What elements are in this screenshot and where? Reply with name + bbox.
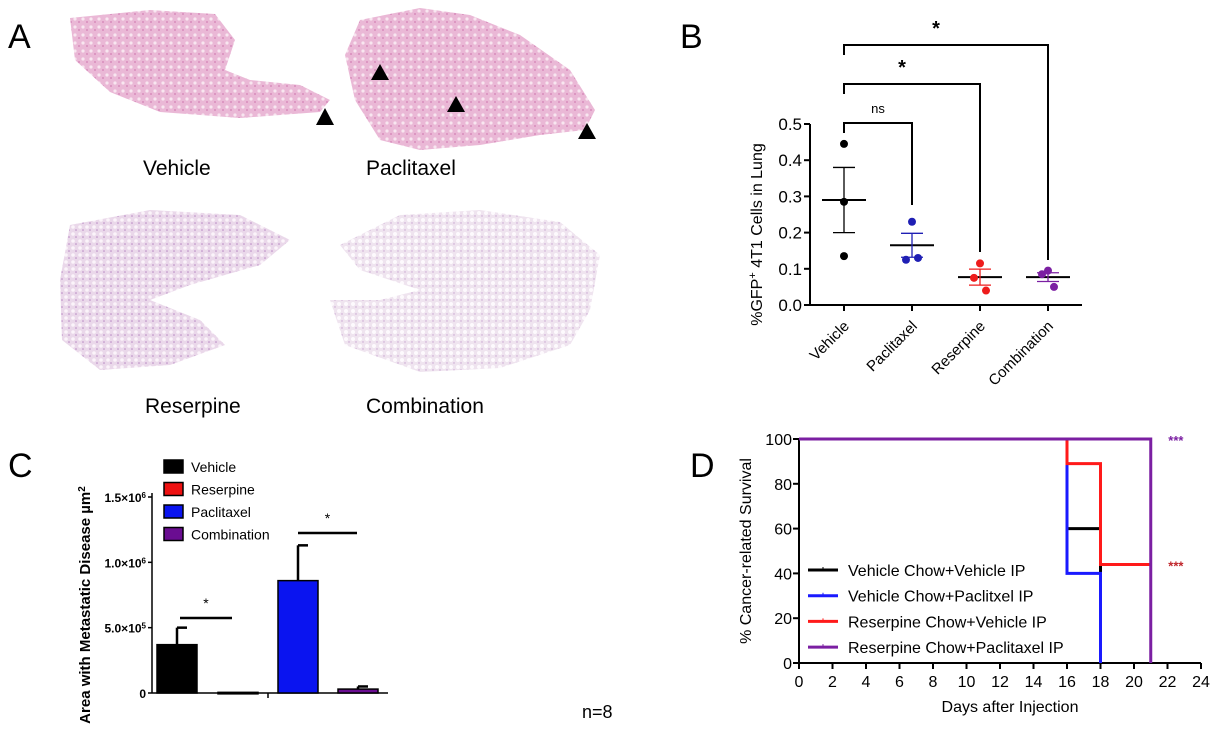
survival-line (799, 437, 1151, 566)
x-tick-label: 18 (1092, 674, 1110, 691)
data-point (840, 197, 848, 206)
x-tick-label: 12 (991, 674, 1009, 691)
y-tick-label: 0.3 (778, 187, 802, 206)
significance-label: *** (1168, 558, 1184, 573)
y-tick-label: 40 (774, 566, 792, 583)
x-tick-label: 2 (828, 674, 837, 691)
y-tick-label: 20 (774, 611, 792, 628)
y-tick-label: 60 (774, 522, 792, 539)
data-point (1050, 282, 1058, 291)
x-tick-label: 10 (958, 674, 976, 691)
significance-label: ns (871, 101, 885, 116)
bar-vehicle (156, 643, 198, 694)
y-tick-label: 0.0 (778, 296, 802, 315)
survival-line (799, 437, 1153, 663)
x-tick-label: 6 (895, 674, 904, 691)
x-tick-label: 4 (862, 674, 871, 691)
data-point (840, 252, 848, 261)
arrowhead-icons (316, 64, 596, 139)
significance-label: * (898, 57, 906, 79)
data-point (1044, 266, 1052, 275)
significance-bracket (843, 122, 913, 205)
data-point (908, 217, 916, 226)
lung-section-combination (330, 210, 600, 372)
significance-label: *** (1168, 433, 1184, 448)
bar-reserpine (217, 691, 259, 695)
legend-label: Vehicle Chow+Paclitxel IP (848, 589, 1033, 606)
legend-label: Reserpine Chow+Paclitaxel IP (848, 640, 1064, 657)
y-tick-label: 100 (765, 432, 792, 449)
arrowhead-icon (578, 123, 596, 139)
data-point (914, 253, 922, 262)
legend-label: Vehicle Chow+Vehicle IP (848, 563, 1025, 580)
y-tick-label: 5.0×105 (105, 621, 147, 636)
legend-swatch (163, 526, 184, 542)
x-tick-label: 8 (929, 674, 938, 691)
image-label-reserpine: Reserpine (145, 395, 241, 418)
data-point (976, 259, 984, 268)
panel-label-d: D (690, 447, 715, 485)
y-axis-label: %GFP+ 4T1 Cells in Lung (747, 143, 766, 326)
y-axis-label: Area with Metastatic Disease µm2 (77, 486, 95, 724)
y-tick-label: 0.5 (778, 115, 802, 134)
data-point (982, 286, 990, 295)
image-label-combination: Combination (366, 395, 484, 418)
y-tick-label: 0.1 (778, 260, 802, 279)
significance-bracket (843, 83, 981, 252)
x-axis-label: Days after Injection (942, 699, 1079, 716)
legend-label: Reserpine (191, 482, 255, 498)
x-tick-label: 22 (1159, 674, 1177, 691)
x-tick-label: 24 (1192, 674, 1210, 691)
y-tick-label: 1.5×106 (105, 491, 147, 506)
y-tick-label: 0 (139, 687, 146, 701)
legend-label: Reserpine Chow+Vehicle IP (848, 614, 1047, 631)
y-tick-label: 0 (783, 656, 792, 673)
data-point (902, 255, 910, 264)
bar-paclitaxel (277, 579, 319, 694)
legend-swatch (163, 481, 184, 497)
lung-section-vehicle (70, 10, 330, 118)
image-label-paclitaxel: Paclitaxel (366, 157, 456, 180)
arrowhead-icon (447, 96, 465, 112)
data-point (970, 273, 978, 282)
panel-label-a: A (8, 18, 31, 56)
significance-label: * (203, 595, 209, 611)
legend-swatch (163, 459, 184, 474)
data-point (840, 139, 848, 148)
legend-swatch (163, 504, 184, 519)
significance-label: * (932, 18, 940, 40)
panel-label-b: B (680, 18, 703, 56)
legend-label: Combination (191, 527, 270, 543)
arrowhead-icon (316, 108, 334, 125)
x-tick-label: 0 (795, 674, 804, 691)
y-tick-label: 80 (774, 477, 792, 494)
y-tick-label: 0.4 (778, 151, 802, 170)
panel-label-c: C (8, 447, 33, 485)
significance-bracket (843, 44, 1049, 260)
x-tick-label: 20 (1125, 674, 1143, 691)
legend-label: Vehicle (191, 459, 236, 475)
x-tick-label: 16 (1058, 674, 1076, 691)
significance-label: * (325, 510, 331, 526)
x-tick-label: 14 (1025, 674, 1043, 691)
y-axis-label: % Cancer-related Survival (738, 458, 755, 644)
y-tick-label: 1.0×106 (105, 556, 147, 571)
arrowhead-icon (371, 64, 389, 80)
sample-size-note: n=8 (582, 702, 613, 722)
lung-section-paclitaxel (345, 8, 595, 150)
bar-combination (337, 688, 379, 694)
lung-section-reserpine (60, 210, 290, 370)
legend-label: Paclitaxel (191, 504, 251, 520)
data-point (1038, 270, 1046, 279)
image-label-vehicle: Vehicle (143, 157, 211, 180)
y-tick-label: 0.2 (778, 224, 802, 243)
